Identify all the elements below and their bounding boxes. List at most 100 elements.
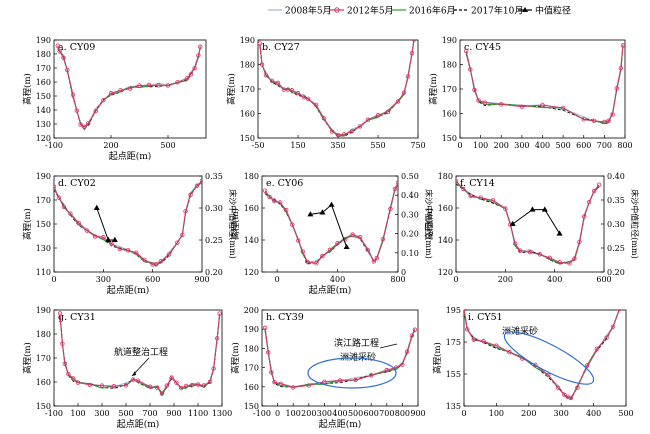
y-axis-label: 高程(m)	[226, 73, 237, 105]
y-tick-label: 160	[244, 204, 259, 213]
y-tick-label: 120	[36, 134, 51, 143]
series-2012	[464, 310, 620, 399]
y-tick-label: 155	[446, 370, 461, 379]
y-tick-label: 160	[36, 78, 51, 87]
series-2012-point	[527, 249, 533, 255]
series-2012-point	[82, 124, 87, 130]
series-2012-point	[606, 118, 611, 123]
series-2016	[264, 184, 398, 265]
x-tick-label: 0	[457, 141, 462, 150]
series-2012-point	[207, 379, 213, 384]
y2-tick-label: 0.30	[607, 220, 625, 229]
plot-area	[258, 40, 417, 138]
y-tick-label: 200	[244, 306, 259, 315]
legend-item: 中值粒径	[518, 5, 571, 17]
y-tick-label: 170	[442, 85, 457, 94]
chart-panel: h. CY39-100 0 100 200 300 400 500 600 700 800 9001…	[230, 306, 426, 430]
series-2012	[57, 45, 201, 128]
y2-tick-label: 0.20	[401, 230, 419, 239]
y-axis-label: 高程(m)	[230, 342, 241, 374]
y2-tick-label: 0.40	[401, 191, 419, 200]
series-2012-point	[147, 384, 153, 389]
y2-tick-label: 0.35	[607, 196, 625, 205]
series-2012-point	[392, 186, 398, 192]
series-2012-point	[507, 350, 512, 355]
series-2012-point	[117, 246, 122, 252]
series-2012-point	[195, 382, 201, 387]
y-tick-label: 150	[244, 402, 259, 411]
series-2012	[264, 182, 398, 264]
series-2012-point	[471, 337, 476, 342]
y2-tick-label: 0.35	[205, 172, 223, 181]
plot-area	[54, 178, 202, 267]
series-2012-point	[395, 180, 398, 185]
series-2012-point	[461, 186, 466, 192]
chart-panel: b. CY27-50 150 350 550 750150160170180190高程(…	[226, 36, 426, 150]
series-2012-point	[365, 117, 371, 122]
series-2012-point	[74, 108, 79, 113]
plot-area	[463, 43, 625, 125]
x-tick-label: 400	[535, 141, 550, 150]
y-tick-label: 140	[244, 236, 259, 245]
y-tick-label: 180	[438, 172, 453, 181]
series-2012-point	[464, 310, 466, 311]
series-2012-point	[291, 385, 296, 390]
grain-size-marker	[541, 206, 548, 212]
series-2012-point	[547, 255, 552, 261]
x-tick-label: 200	[301, 409, 316, 418]
annotation-text: 洲滩采砂	[340, 351, 376, 363]
chart-panel: e. CY06 0 400 800 120 140 160 180 起点距(m) 高程(m) 0 0.…	[230, 172, 434, 296]
x-tick-label: 0	[51, 275, 56, 284]
x-tick-label: 700	[379, 409, 394, 418]
series-2012-point	[557, 260, 562, 265]
series-2017	[54, 181, 202, 265]
series-2012-point	[581, 117, 586, 122]
x-tick-label: 300	[317, 409, 332, 418]
grain-size-marker	[556, 230, 563, 236]
series-2012-point	[465, 327, 470, 332]
series-2012-point	[146, 82, 152, 88]
series-2012-point	[123, 383, 129, 388]
x-tick-label: 600	[364, 409, 379, 418]
panel-title: h. CY39	[266, 312, 304, 323]
x-tick-label: 900	[166, 409, 181, 418]
series-2012-point	[62, 361, 68, 366]
series-2012-point	[56, 195, 62, 200]
x-tick-label: 700	[142, 409, 157, 418]
grain-size-line	[96, 207, 115, 241]
series-2012-point	[87, 382, 93, 388]
x-tick-label: 100	[70, 409, 85, 418]
series-2012-point	[296, 238, 301, 243]
series-2012-point	[314, 261, 319, 266]
plot-area	[464, 310, 622, 401]
x-tick-label: -100	[45, 409, 63, 418]
x-tick-label: 400	[586, 409, 601, 418]
series-2012-point	[68, 211, 73, 216]
x-tick-label: 500	[118, 409, 133, 418]
chart-panel: a. CY09 -100 200 500 120 130 140 150 160 170 180 19…	[22, 36, 207, 162]
x-tick-label: 1100	[188, 409, 208, 418]
x-tick-label: 0	[275, 409, 280, 418]
series-2012-point	[567, 261, 572, 266]
y2-axis-label: 床沙中值粒径(mm)	[630, 189, 640, 258]
y-tick-label: 180	[36, 330, 51, 339]
x-tick-label: 100	[473, 141, 488, 150]
series-2012-point	[192, 65, 197, 71]
y-tick-label: 150	[36, 92, 51, 101]
series-2012	[465, 45, 624, 123]
panel-title: g. CY31	[58, 312, 96, 323]
series-2012-point	[93, 108, 98, 114]
y2-tick-label: 0.25	[205, 236, 223, 245]
series-2012-point	[175, 80, 180, 85]
series-2012-point	[478, 195, 483, 200]
legend-item: 2012年5月	[330, 5, 394, 17]
series-2012-point	[183, 383, 189, 389]
y2-tick-label: 0.20	[607, 268, 625, 277]
plot-frame	[455, 175, 605, 273]
y-tick-label: 190	[244, 325, 259, 334]
series-2012-point	[468, 193, 473, 199]
series-2012-point	[267, 194, 272, 200]
grain-size-marker	[328, 201, 335, 207]
y-tick-label: 175	[446, 338, 461, 347]
y-tick-label: 150	[36, 220, 51, 229]
